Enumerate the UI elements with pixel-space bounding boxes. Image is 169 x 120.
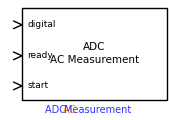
Text: ready: ready — [27, 51, 53, 60]
Text: digital: digital — [27, 20, 56, 29]
Text: AC Measurement: AC Measurement — [50, 55, 139, 65]
Text: start: start — [27, 81, 48, 90]
Text: ADC: ADC — [83, 42, 106, 52]
Text: Measurement: Measurement — [64, 105, 132, 115]
Bar — [22, 8, 167, 100]
Text: ADC: ADC — [45, 105, 70, 115]
Text: AC: AC — [63, 105, 79, 115]
